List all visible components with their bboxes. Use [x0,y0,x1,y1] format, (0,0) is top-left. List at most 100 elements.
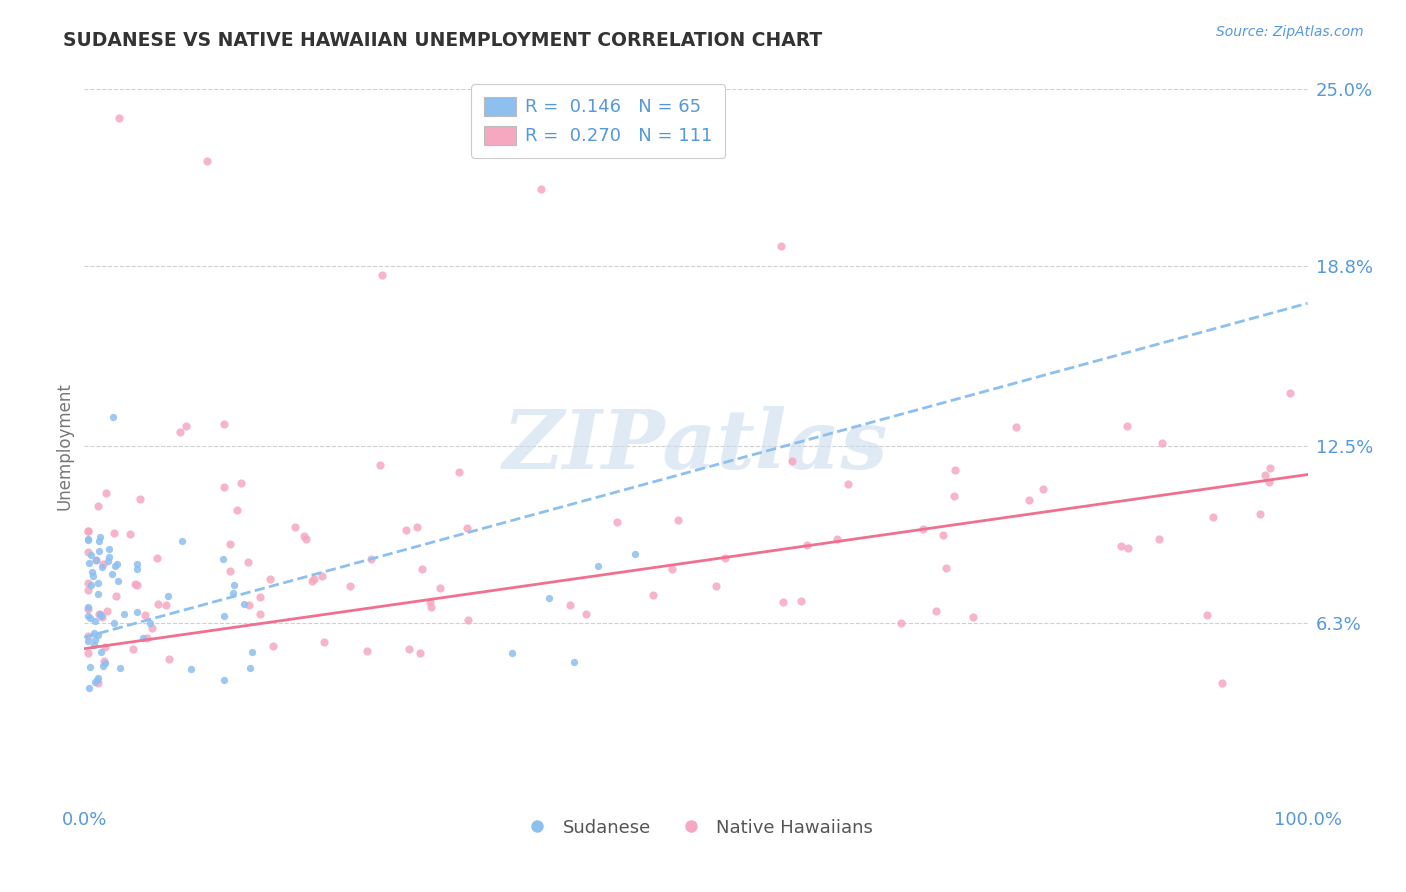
Point [371,268,394,282]
Point [890,615,912,630]
Point [772,595,794,609]
Text: SUDANESE VS NATIVE HAWAIIAN UNEMPLOYMENT CORRELATION CHART: SUDANESE VS NATIVE HAWAIIAN UNEMPLOYMENT… [63,31,823,50]
Point [429,582,451,596]
Point [172,533,194,548]
Point [912,522,935,536]
Point [1116,419,1139,434]
Point [83,638,105,652]
Text: Source: ZipAtlas.com: Source: ZipAtlas.com [1216,25,1364,39]
Point [769,239,792,253]
Point [79,556,101,570]
Point [212,608,235,623]
Point [83,615,105,629]
Point [292,529,315,543]
Point [87,544,110,558]
Point [219,537,242,551]
Point [174,419,197,434]
Point [225,503,247,517]
Point [406,519,429,533]
Point [312,635,335,649]
Point [105,589,128,603]
Point [219,565,242,579]
Point [77,533,100,548]
Point [89,530,111,544]
Point [77,545,100,559]
Point [82,569,104,583]
Point [302,572,325,586]
Point [108,111,131,125]
Point [98,549,121,564]
Point [1018,492,1040,507]
Point [112,607,135,621]
Point [1202,510,1225,524]
Point [83,675,105,690]
Point [586,558,609,573]
Point [120,527,142,541]
Point [80,549,103,563]
Point [127,557,149,571]
Point [129,492,152,507]
Point [86,671,108,685]
Point [624,547,647,561]
Point [96,604,118,618]
Point [1249,508,1271,522]
Point [666,512,689,526]
Point [1279,386,1302,401]
Point [77,524,100,538]
Point [222,578,245,592]
Point [1195,607,1218,622]
Point [962,609,984,624]
Point [87,607,110,622]
Legend: Sudanese, Native Hawaiians: Sudanese, Native Hawaiians [512,812,880,844]
Point [155,598,177,612]
Point [146,597,169,611]
Point [84,552,107,566]
Point [295,532,318,546]
Point [530,182,553,196]
Point [122,642,145,657]
Point [360,552,382,566]
Point [134,608,156,623]
Point [87,587,110,601]
Point [86,673,108,688]
Point [77,629,100,643]
Point [262,639,284,653]
Point [456,521,478,535]
Point [77,532,100,546]
Point [790,594,813,608]
Point [643,588,665,602]
Point [538,591,561,606]
Point [86,499,108,513]
Point [87,675,110,690]
Text: ZIPatlas: ZIPatlas [503,406,889,486]
Point [103,615,125,630]
Point [212,673,235,687]
Point [419,595,441,609]
Point [90,609,112,624]
Point [127,605,149,619]
Point [239,661,262,675]
Point [79,611,101,625]
Point [214,417,236,431]
Point [169,425,191,439]
Point [90,560,112,574]
Point [86,553,108,567]
Point [419,600,441,615]
Point [249,607,271,621]
Point [1149,532,1171,546]
Point [103,526,125,541]
Point [91,557,114,571]
Point [229,476,252,491]
Point [827,532,849,546]
Point [395,523,418,537]
Point [925,605,948,619]
Point [195,153,218,168]
Point [94,640,117,654]
Point [1152,435,1174,450]
Point [159,652,181,666]
Point [562,655,585,669]
Point [236,555,259,569]
Point [409,646,432,660]
Point [782,454,804,468]
Point [398,642,420,657]
